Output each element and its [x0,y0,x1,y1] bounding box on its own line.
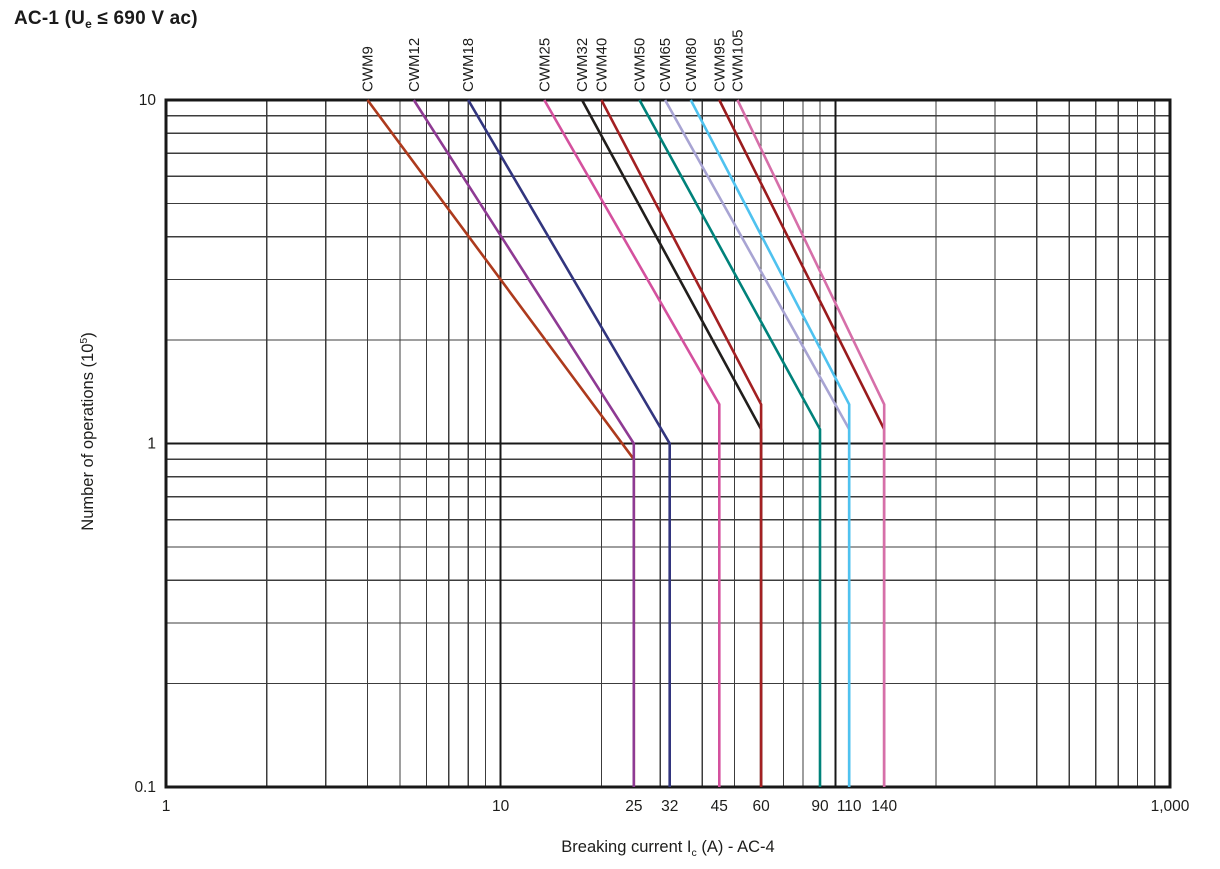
x-tick-label-25: 25 [625,798,642,815]
curve-cwm12 [412,99,636,787]
curve-label-cwm105: CWM105 [729,29,746,92]
chart-title-text: ≤ 690 V ac) [91,8,198,29]
curve-label-cwm40: CWM40 [593,38,610,92]
curve-label-cwm95: CWM95 [711,38,728,92]
chart-title: AC-1 (Ue ≤ 690 V ac) [14,8,198,31]
plot-frame [164,98,1172,789]
curve-label-cwm50: CWM50 [632,38,649,92]
curve-label-cwm80: CWM80 [683,38,700,92]
x-tick-label-32: 32 [661,798,678,815]
curve-cwm40 [600,99,763,787]
curve-cwm50 [638,99,822,787]
x-tick-label-1-000: 1,000 [1151,798,1190,815]
chart-title-subscript: e [85,17,92,31]
curve-label-cwm9: CWM9 [359,46,376,92]
x-axis-title: Breaking current Ic (A) - AC-4 [561,838,774,859]
curve-label-cwm18: CWM18 [460,38,477,92]
curve-label-cwm12: CWM12 [406,38,423,92]
curve-cwm105 [736,99,886,787]
y-tick-label-0-1: 0.1 [134,779,156,796]
curve-cwm18 [467,99,672,787]
chart-title-text: AC-1 (U [14,8,86,29]
curve-label-cwm32: CWM32 [574,38,591,92]
x-tick-label-110: 110 [837,798,862,815]
x-tick-label-60: 60 [752,798,770,815]
x-tick-label-140: 140 [871,798,897,815]
y-tick-label-10: 10 [139,92,157,109]
curve-label-cwm25: CWM25 [536,38,553,92]
x-tick-label-10: 10 [492,798,510,815]
x-tick-label-45: 45 [711,798,728,815]
y-axis-title: Number of operations (105) [78,332,97,530]
curve-cwm25 [543,99,721,787]
curve-label-cwm65: CWM65 [657,38,674,92]
curve-cwm80 [689,99,851,787]
x-tick-label-1: 1 [162,798,171,815]
x-tick-label-90: 90 [811,798,829,815]
y-tick-label-1: 1 [147,436,156,453]
